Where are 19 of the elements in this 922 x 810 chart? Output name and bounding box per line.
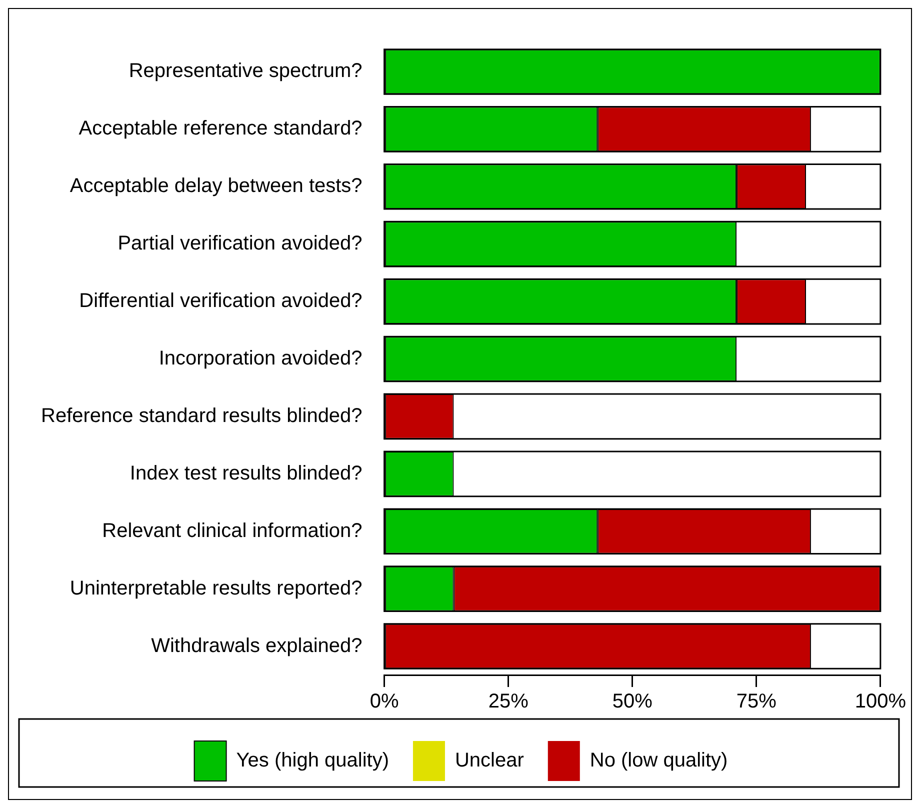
y-tick-label: Acceptable delay between tests?: [70, 175, 362, 198]
x-tick-label: 0%: [370, 690, 399, 713]
y-tick-label: Uninterpretable results reported?: [70, 577, 362, 600]
y-tick-label: Relevant clinical information?: [102, 520, 362, 542]
legend-label: Yes (high quality): [236, 750, 389, 772]
legend-label: No (low quality): [590, 750, 728, 772]
y-tick-label: Acceptable reference standard?: [78, 118, 362, 140]
y-tick-label: Partial verification avoided?: [118, 232, 362, 255]
y-tick-label: Reference standard results blinded?: [40, 404, 362, 427]
y-tick-label: Representative spectrum?: [128, 60, 362, 82]
y-tick-label: Incorporation avoided?: [158, 348, 362, 370]
y-tick-label: Index test results blinded?: [130, 462, 362, 484]
y-tick-label: Withdrawals explained?: [151, 634, 362, 657]
x-tick-label: 25%: [488, 690, 529, 713]
x-tick-label: 75%: [736, 690, 777, 713]
x-tick-label: 100%: [854, 690, 906, 713]
legend-label: Unclear: [454, 750, 524, 772]
y-tick-label: Differential verification avoided?: [79, 290, 362, 312]
x-tick-label: 50%: [612, 690, 653, 713]
